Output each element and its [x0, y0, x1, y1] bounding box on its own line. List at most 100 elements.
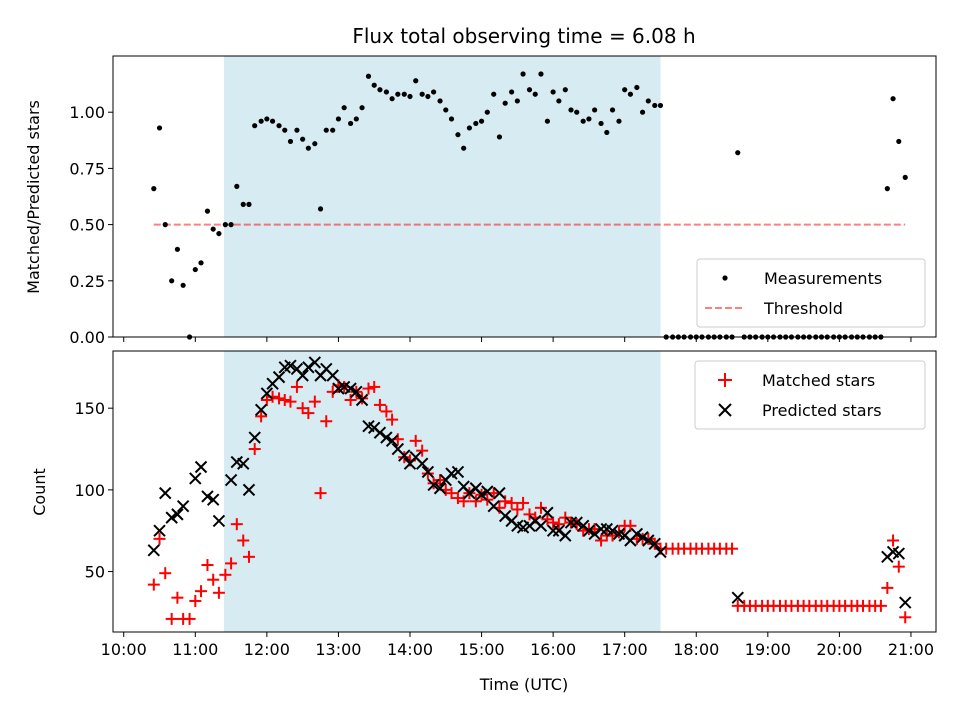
measurement-point — [389, 96, 395, 102]
count-x-axis: 10:00 11:00 12:00 13:00 14:00 15:00 16:00 17:00… — [101, 632, 934, 659]
predicted-star-point — [546, 524, 560, 537]
matched-star-point — [237, 534, 250, 547]
count-xtick-label: 10:00 — [101, 640, 147, 659]
measurement-point — [657, 102, 664, 109]
predicted-star-point — [147, 544, 160, 557]
legend-matched-label: Matched stars — [762, 371, 875, 390]
predicted-star-point — [415, 457, 429, 470]
count-xtick-label: 20:00 — [816, 640, 862, 659]
measurement-point — [162, 222, 168, 228]
matched-star-point — [881, 581, 894, 594]
predicted-star-point — [541, 506, 554, 519]
predicted-star-point — [594, 522, 608, 536]
predicted-star-point — [165, 511, 178, 524]
measurement-point — [305, 145, 311, 151]
predicted-star-point — [481, 485, 494, 498]
count-legend: Matched stars Predicted stars — [694, 360, 926, 430]
matched-star-point — [899, 611, 912, 624]
measurement-point — [502, 100, 508, 106]
matched-star-point — [320, 415, 333, 428]
measurement-point — [634, 84, 640, 91]
predicted-star-point — [564, 516, 578, 529]
chart-title: Flux total observing time = 6.08 h — [352, 24, 695, 48]
count-xtick-label: 18:00 — [673, 640, 719, 659]
measurement-point — [300, 136, 306, 142]
matched-star-point — [195, 585, 208, 598]
measurement-point — [312, 141, 318, 147]
ratio-panel: 0.00 0.25 0.50 0.75 1.00 Matched/Predicted s… — [24, 55, 937, 347]
predicted-star-point — [237, 457, 250, 470]
matched-star-point — [373, 398, 386, 411]
matched-star-point — [242, 550, 255, 563]
predicted-star-point — [451, 465, 465, 479]
ratio-ytick-label: 0.25 — [69, 272, 105, 291]
predicted-star-point — [398, 449, 411, 462]
matched-star-point — [159, 567, 172, 580]
measurement-point — [180, 282, 186, 288]
predicted-star-point — [344, 382, 357, 395]
predicted-star-point — [350, 385, 363, 399]
measurement-point — [491, 91, 497, 97]
predicted-star-point — [421, 465, 435, 479]
matched-star-point — [427, 477, 440, 490]
matched-star-point — [892, 560, 905, 573]
measurement-point — [538, 71, 544, 77]
count-xtick-label: 16:00 — [530, 640, 576, 659]
measurement-point — [562, 87, 568, 93]
predicted-star-point — [899, 596, 912, 609]
legend-matched-marker — [718, 373, 732, 387]
measurement-point — [210, 226, 216, 232]
matched-star-point — [273, 392, 286, 405]
matched-star-point — [183, 612, 196, 625]
measurement-point — [448, 116, 455, 122]
measurement-point — [216, 230, 222, 237]
matched-star-point — [248, 443, 261, 456]
measurement-point — [514, 98, 520, 104]
predicted-star-point — [194, 460, 208, 474]
matched-star-point — [171, 591, 184, 604]
predicted-star-point — [326, 369, 339, 382]
matched-star-point — [380, 405, 393, 418]
matched-star-point — [624, 519, 637, 532]
measurement-point — [431, 89, 437, 95]
measurement-point — [466, 125, 472, 131]
matched-star-point — [445, 487, 458, 500]
count-xtick-label: 11:00 — [172, 640, 218, 659]
matched-star-point — [368, 380, 381, 393]
predicted-star-point — [606, 524, 619, 537]
matched-star-point — [290, 380, 303, 393]
measurement-point — [156, 125, 163, 131]
measurement-point — [371, 82, 377, 88]
measurement-point — [544, 118, 551, 124]
matched-star-point — [457, 495, 470, 508]
measurement-point — [425, 93, 431, 100]
measurement-point — [246, 201, 252, 207]
matched-star-point — [230, 518, 243, 531]
matched-star-point — [517, 496, 530, 509]
measurement-point — [269, 118, 276, 124]
matched-star-point — [552, 518, 565, 531]
measurement-point — [377, 87, 383, 93]
ratio-ytick-label: 0.00 — [69, 328, 105, 347]
predicted-star-point — [260, 387, 274, 400]
matched-star-point — [189, 594, 202, 607]
predicted-star-point — [463, 486, 476, 500]
predicted-star-point — [296, 369, 309, 382]
predicted-star-point — [534, 519, 548, 533]
ratio-legend-box — [696, 258, 926, 328]
count-xtick-label: 15:00 — [459, 640, 505, 659]
measurement-point — [735, 150, 741, 156]
matched-star-point — [308, 395, 321, 408]
predicted-star-point — [248, 431, 261, 444]
measurement-point — [228, 222, 234, 228]
predicted-star-point — [302, 361, 315, 374]
matched-star-point — [147, 578, 160, 591]
measurement-point — [902, 174, 908, 180]
measurement-point — [365, 73, 372, 79]
predicted-star-point — [159, 486, 172, 500]
matched-star-point — [547, 516, 560, 529]
matched-star-point — [416, 444, 429, 457]
measurement-point — [604, 129, 610, 136]
matched-star-point — [511, 503, 524, 516]
ratio-legend: Measurements Threshold — [696, 258, 926, 328]
